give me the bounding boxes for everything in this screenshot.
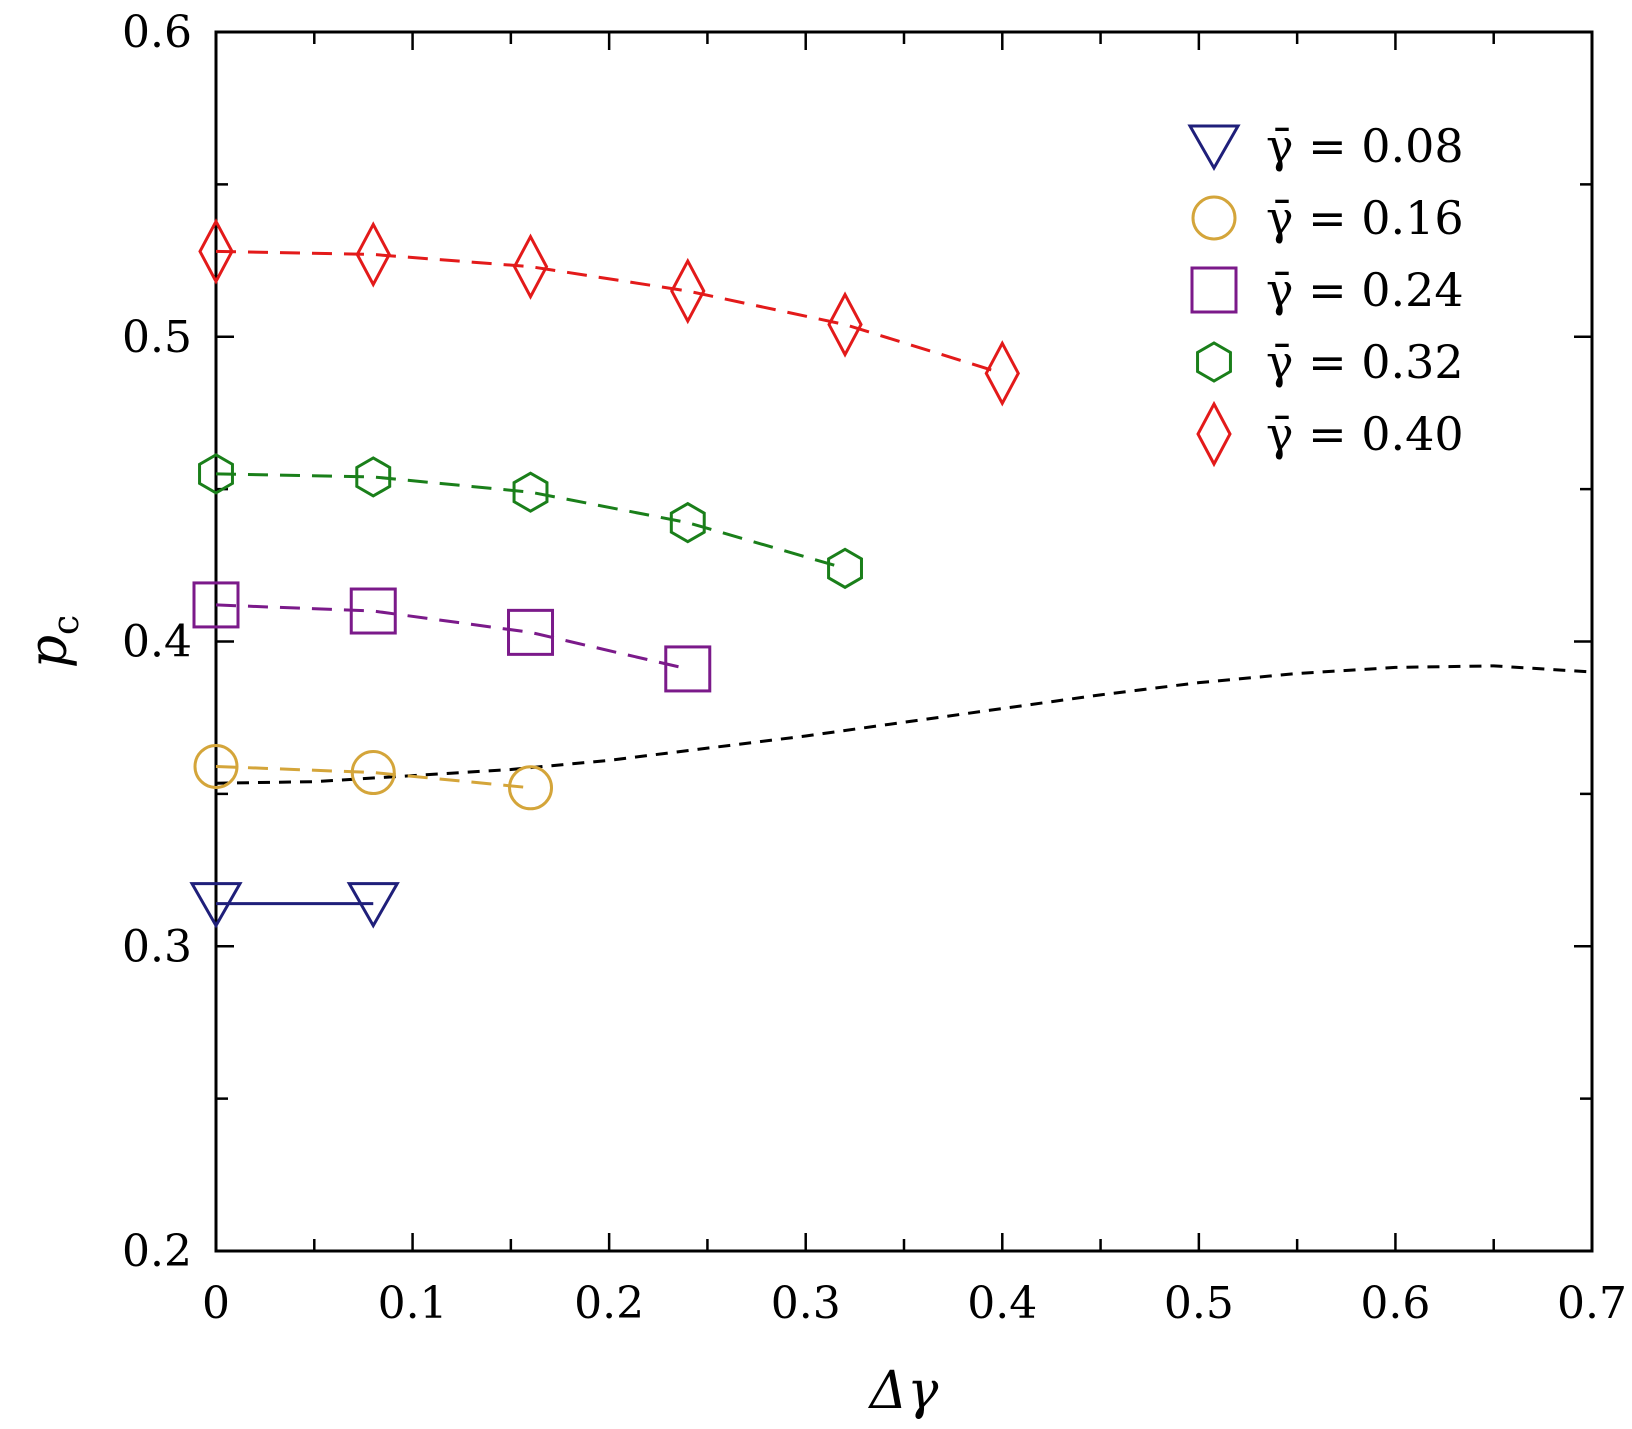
legend-label: γ̄ = 0.24 <box>1266 263 1464 317</box>
data-point <box>346 882 400 929</box>
data-point <box>512 233 549 300</box>
series-1 <box>193 743 554 811</box>
data-point <box>508 765 554 811</box>
y-tick-label: 0.4 <box>122 617 192 668</box>
data-point <box>189 882 243 929</box>
series-3 <box>198 453 863 590</box>
series-0 <box>189 882 400 929</box>
legend-label: γ̄ = 0.08 <box>1266 119 1464 173</box>
data-point <box>198 218 234 285</box>
x-tick-label: 0.6 <box>1360 1278 1430 1329</box>
data-point <box>984 340 1020 407</box>
data-point <box>349 587 397 635</box>
legend-marker <box>1196 400 1232 468</box>
y-axis-label: pc <box>19 615 87 668</box>
x-tick-label: 0.3 <box>771 1278 841 1329</box>
x-tick-label: 0 <box>202 1278 230 1329</box>
data-point <box>355 456 392 498</box>
data-point <box>507 608 555 656</box>
series-4 <box>198 218 1020 407</box>
y-tick-label: 0.2 <box>122 1226 192 1277</box>
data-point <box>355 221 391 288</box>
x-axis-label: Δγ <box>868 1361 940 1421</box>
y-tick-label: 0.5 <box>122 312 192 363</box>
x-tick-label: 0.2 <box>574 1278 644 1329</box>
legend-label: γ̄ = 0.32 <box>1266 335 1464 389</box>
legend: γ̄ = 0.08 γ̄ = 0.16 γ̄ = 0.24 γ̄ = 0.32 γ̄ =… <box>1187 119 1464 468</box>
data-point <box>350 750 396 796</box>
legend-marker <box>1196 341 1232 383</box>
legend-marker <box>1191 195 1237 241</box>
legend-label: γ̄ = 0.16 <box>1266 191 1464 245</box>
series-line <box>215 764 531 790</box>
y-tick-label: 0.3 <box>122 921 192 972</box>
x-tick-label: 0.7 <box>1557 1278 1627 1329</box>
data-point <box>664 645 712 693</box>
y-tick-label: 0.6 <box>122 7 192 58</box>
data-point <box>193 743 239 789</box>
x-tick-label: 0.4 <box>967 1278 1037 1329</box>
series-line <box>215 603 689 671</box>
data-point <box>827 291 863 358</box>
series-2 <box>192 581 712 693</box>
legend-label: γ̄ = 0.40 <box>1266 407 1464 461</box>
data-point <box>192 581 240 629</box>
data-point <box>670 257 706 325</box>
x-tick-label: 0.5 <box>1164 1278 1234 1329</box>
series-line <box>215 472 846 570</box>
data-point <box>198 453 234 495</box>
data-point <box>669 501 706 544</box>
data-point <box>512 471 549 513</box>
legend-marker <box>1190 266 1238 314</box>
series-line <box>215 249 1003 375</box>
x-tick-label: 0.1 <box>378 1278 448 1329</box>
legend-marker <box>1187 124 1241 172</box>
reference-curve <box>215 664 1593 785</box>
data-point <box>827 547 863 590</box>
y-axis-label-subscript: c <box>46 615 87 635</box>
